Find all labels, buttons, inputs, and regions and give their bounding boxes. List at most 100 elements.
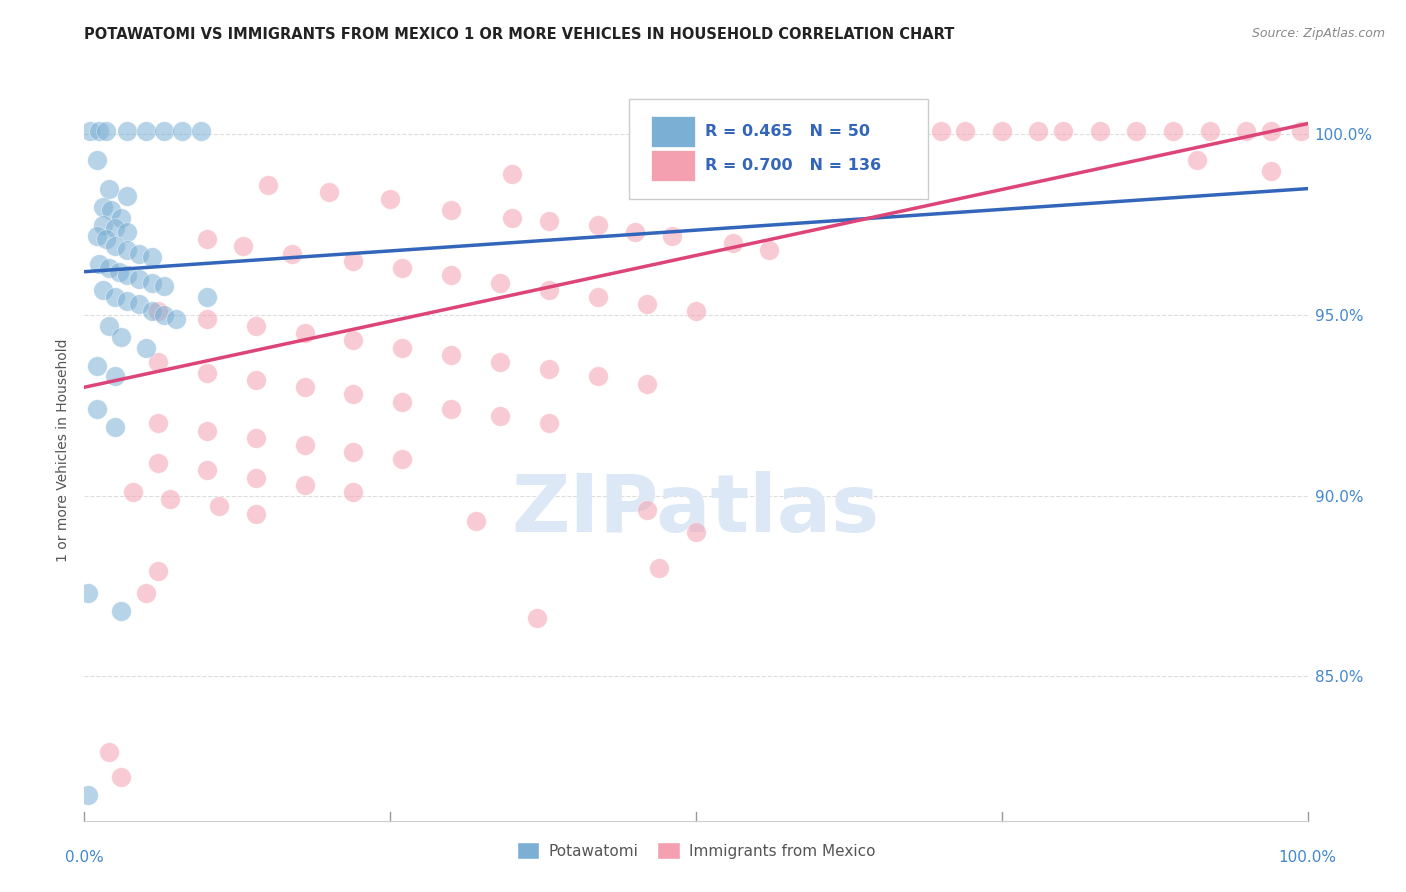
Point [245,318,267,333]
Point [245,470,267,484]
Point [636,503,658,517]
Point [709,124,731,138]
Legend: Potawatomi, Immigrants from Mexico: Potawatomi, Immigrants from Mexico [510,836,882,865]
Point [538,283,561,297]
Text: R = 0.700   N = 136: R = 0.700 N = 136 [704,158,880,173]
Point [86,228,108,243]
Point [318,186,340,200]
Point [115,225,138,239]
Point [245,373,267,387]
Point [153,279,176,293]
Point [115,189,138,203]
Text: POTAWATOMI VS IMMIGRANTS FROM MEXICO 1 OR MORE VEHICLES IN HOUSEHOLD CORRELATION: POTAWATOMI VS IMMIGRANTS FROM MEXICO 1 O… [84,27,955,42]
Point [165,311,187,326]
Point [281,246,304,260]
Point [195,366,218,380]
Point [107,265,129,279]
Point [1187,153,1209,167]
Point [96,232,118,246]
Point [159,492,181,507]
Point [96,124,118,138]
Point [128,297,150,311]
Point [91,200,114,214]
Point [661,228,683,243]
Point [104,369,127,384]
Point [1260,163,1282,178]
Point [807,124,830,138]
Point [87,257,110,271]
Point [538,214,561,228]
Text: ZIPatlas: ZIPatlas [512,471,880,549]
Point [464,514,486,528]
Point [146,565,169,579]
Point [115,243,138,257]
Point [440,401,463,416]
Point [104,420,127,434]
Text: 100.0%: 100.0% [1278,849,1337,864]
Point [146,417,169,431]
Point [526,611,548,625]
Point [79,124,101,138]
Point [489,276,512,290]
Point [953,124,976,138]
Point [141,276,163,290]
Point [110,211,132,225]
FancyBboxPatch shape [628,99,928,199]
Point [86,359,108,373]
Point [721,235,744,250]
Point [100,203,122,218]
Point [245,507,267,521]
Point [77,789,100,803]
Point [502,211,524,225]
Point [104,239,127,253]
Point [342,253,364,268]
Point [115,268,138,283]
Point [538,417,561,431]
Point [104,290,127,304]
Point [208,500,231,514]
Point [146,355,169,369]
Point [110,329,132,343]
Point [97,181,120,195]
Point [929,124,952,138]
Point [128,246,150,260]
FancyBboxPatch shape [651,116,695,147]
Point [905,124,928,138]
Point [636,376,658,391]
Point [380,193,402,207]
Point [86,153,108,167]
Point [391,394,413,409]
Point [195,463,218,477]
Point [97,318,120,333]
Point [294,477,316,491]
Point [1052,124,1074,138]
Point [342,485,364,500]
Point [538,362,561,376]
Point [115,293,138,308]
Point [1236,124,1258,138]
Point [110,604,132,618]
Point [172,124,194,138]
Point [440,203,463,218]
Point [135,586,157,600]
Point [489,409,512,424]
Point [146,304,169,318]
Point [195,232,218,246]
Point [391,341,413,355]
Point [1198,124,1220,138]
Point [141,250,163,264]
Point [991,124,1014,138]
Point [586,290,609,304]
Point [342,334,364,348]
Point [1088,124,1111,138]
Point [153,308,176,322]
Point [91,218,114,232]
Text: R = 0.465   N = 50: R = 0.465 N = 50 [704,124,869,139]
Point [141,304,163,318]
Y-axis label: 1 or more Vehicles in Household: 1 or more Vehicles in Household [56,339,70,562]
Point [685,304,707,318]
Point [232,239,254,253]
Point [115,124,138,138]
Point [502,167,524,181]
Point [97,261,120,276]
